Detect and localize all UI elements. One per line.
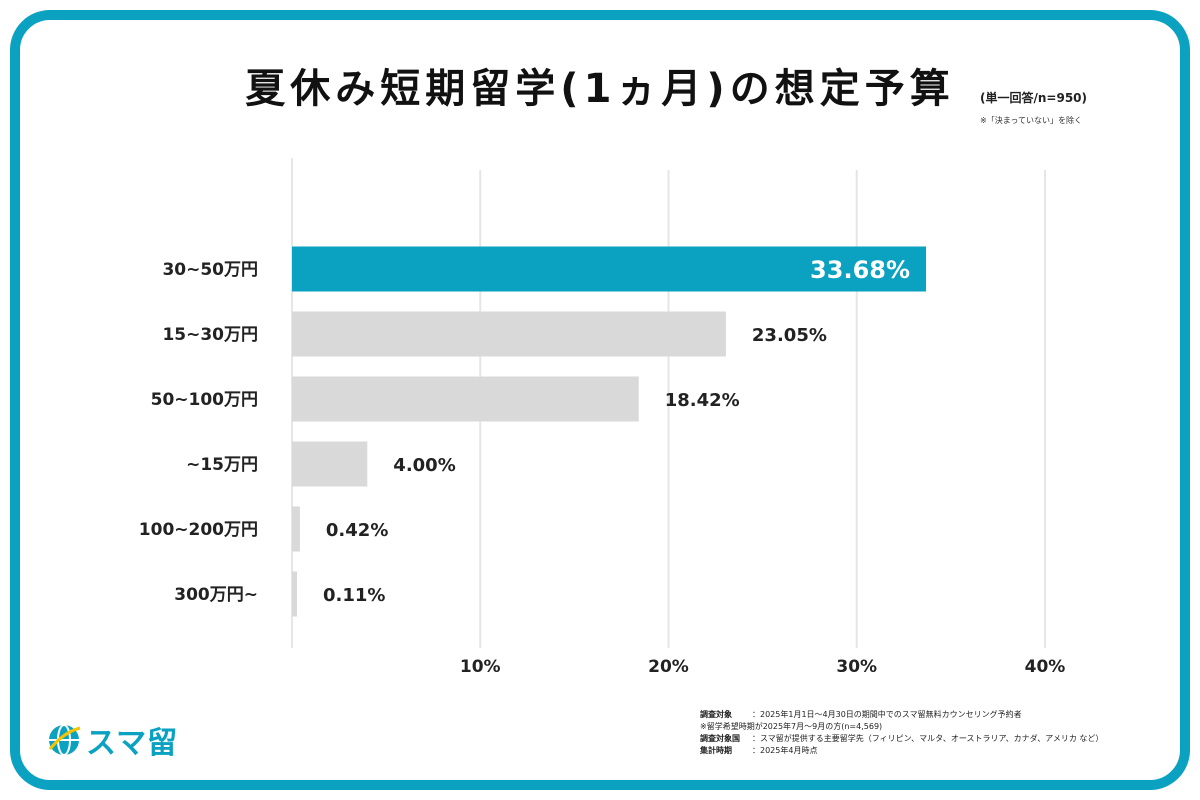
value-label: 0.11% bbox=[323, 585, 385, 606]
bar bbox=[292, 311, 726, 357]
bar bbox=[292, 376, 639, 422]
x-tick-label: 30% bbox=[836, 657, 877, 677]
logo-text: スマ留 bbox=[86, 726, 179, 761]
globe-icon bbox=[48, 724, 81, 756]
x-tick-label: 10% bbox=[460, 657, 501, 677]
category-label: 50~100万円 bbox=[151, 390, 258, 410]
category-label: 15~30万円 bbox=[162, 325, 258, 345]
chart-subtitle-note: ※「決まっていない」を除く bbox=[980, 116, 1082, 125]
value-label: 4.00% bbox=[393, 455, 455, 476]
footnote-row: 調査対象国 ：スマ留が提供する主要留学先（フィリピン、マルタ、オーストラリア、カナ… bbox=[700, 734, 1104, 743]
category-label: 100~200万円 bbox=[139, 520, 258, 540]
value-label: 33.68% bbox=[810, 256, 910, 284]
brand-logo: スマ留 bbox=[46, 718, 178, 762]
footnote-row: ※留学希望時期が2025年7月～9月の方(n=4,569) bbox=[700, 722, 883, 731]
category-label: ~15万円 bbox=[186, 455, 258, 475]
x-tick-label: 40% bbox=[1025, 657, 1066, 677]
chart-title: 夏休み短期留学(1ヵ月)の想定予算 bbox=[245, 66, 955, 112]
x-tick-label: 20% bbox=[648, 657, 689, 677]
category-label: 300万円~ bbox=[174, 585, 258, 605]
bar-chart: 10% 20% 30% 40% 30~50万円 33.68% 15~30万円 23.05% 50… bbox=[139, 158, 1066, 677]
chart-subtitle: (単一回答/n=950) bbox=[980, 91, 1087, 105]
value-label: 23.05% bbox=[752, 325, 827, 346]
footnote-row: 調査対象 ：2025年1月1日～4月30日の期間中でのスマ留無料カウンセリング予約… bbox=[700, 710, 1022, 719]
footnote-row: 集計時期 ：2025年4月時点 bbox=[700, 746, 818, 755]
value-label: 18.42% bbox=[665, 390, 740, 411]
bar bbox=[292, 571, 297, 617]
bar bbox=[292, 506, 300, 552]
category-label: 30~50万円 bbox=[162, 260, 258, 280]
footnotes: 調査対象 ：2025年1月1日～4月30日の期間中でのスマ留無料カウンセリング予約… bbox=[700, 709, 1160, 757]
bar bbox=[292, 441, 368, 487]
bar bbox=[292, 246, 927, 292]
value-label: 0.42% bbox=[326, 520, 388, 541]
